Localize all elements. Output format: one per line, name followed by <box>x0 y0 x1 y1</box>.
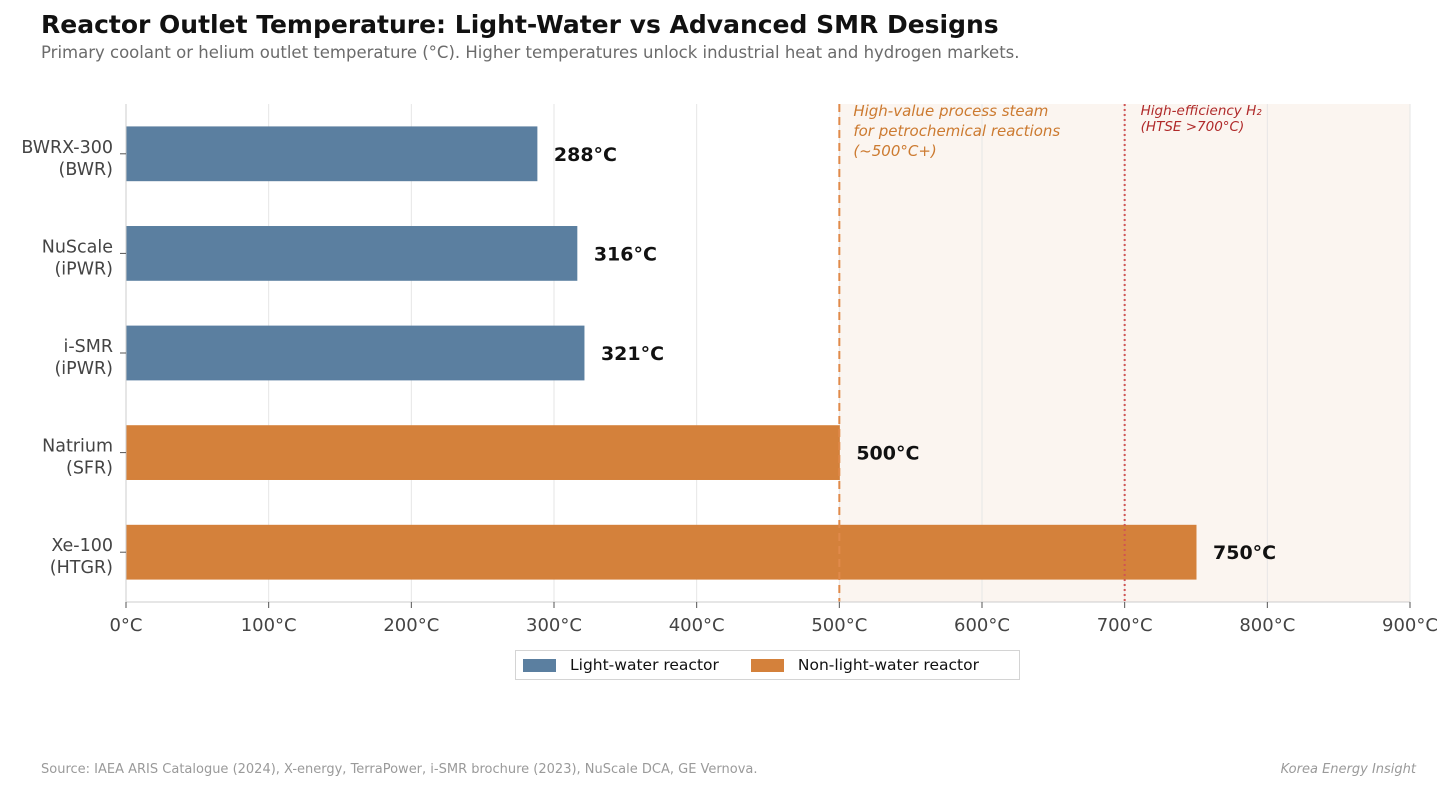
legend-label-light-water: Light-water reactor <box>570 656 719 674</box>
bar-bwrx-300 <box>125 126 538 182</box>
source-note: Source: IAEA ARIS Catalogue (2024), X-en… <box>41 762 758 777</box>
x-tick-label-400: 400°C <box>669 615 725 636</box>
value-label-nuscale: 316°C <box>594 243 657 265</box>
legend-label-non-light-water: Non-light-water reactor <box>797 656 979 674</box>
annotation-process-steam-line-0: High-value process steam <box>853 102 1048 120</box>
value-label-i-smr: 321°C <box>601 343 664 365</box>
annotation-process-steam-line-1: for petrochemical reactions <box>853 122 1060 140</box>
y-label-natrium-name: Natrium <box>42 437 113 457</box>
x-tick-label-0: 0°C <box>109 615 142 636</box>
annotation-hydrogen-line-1: (HTSE >700°C) <box>1141 119 1245 135</box>
value-label-bwrx-300: 288°C <box>554 144 617 166</box>
y-label-nuscale-name: NuScale <box>42 237 113 257</box>
x-tick-label-200: 200°C <box>383 615 439 636</box>
y-label-xe-100-name: Xe-100 <box>51 536 113 556</box>
y-label-xe-100-type: (HTGR) <box>50 558 113 578</box>
x-tick-label-100: 100°C <box>241 615 297 636</box>
x-tick-label-600: 600°C <box>954 615 1010 636</box>
brand-label: Korea Energy Insight <box>1280 762 1416 777</box>
y-label-bwrx-300-type: (BWR) <box>59 160 114 180</box>
x-tick-label-800: 800°C <box>1239 615 1295 636</box>
chart-legend: Light-water reactor Non-light-water reac… <box>515 650 1020 680</box>
bar-natrium <box>125 425 840 480</box>
chart-title: Reactor Outlet Temperature: Light-Water … <box>41 10 999 39</box>
legend-swatch-light-water <box>523 658 556 672</box>
x-tick-label-300: 300°C <box>526 615 582 636</box>
bar-nuscale <box>125 226 578 281</box>
x-tick-label-500: 500°C <box>811 615 867 636</box>
legend-item-non-light-water: Non-light-water reactor <box>750 656 979 674</box>
bar-i-smr <box>125 325 585 381</box>
x-tick-label-700: 700°C <box>1097 615 1153 636</box>
y-label-bwrx-300-name: BWRX-300 <box>21 138 113 158</box>
value-label-natrium: 500°C <box>856 443 919 465</box>
y-label-i-smr-type: (iPWR) <box>54 359 113 379</box>
annotation-process-steam-line-2: (~500°C+) <box>853 142 936 160</box>
bar-xe-100 <box>125 524 1197 580</box>
chart-subtitle: Primary coolant or helium outlet tempera… <box>41 43 1020 62</box>
y-label-nuscale-type: (iPWR) <box>54 259 113 279</box>
y-label-natrium-type: (SFR) <box>66 459 113 479</box>
x-tick-label-900: 900°C <box>1382 615 1438 636</box>
legend-swatch-non-light-water <box>750 658 784 672</box>
value-label-xe-100: 750°C <box>1213 542 1276 564</box>
annotation-hydrogen-line-0: High-efficiency H₂ <box>1141 103 1263 119</box>
legend-item-light-water: Light-water reactor <box>523 656 719 674</box>
y-label-i-smr-name: i-SMR <box>63 337 113 357</box>
